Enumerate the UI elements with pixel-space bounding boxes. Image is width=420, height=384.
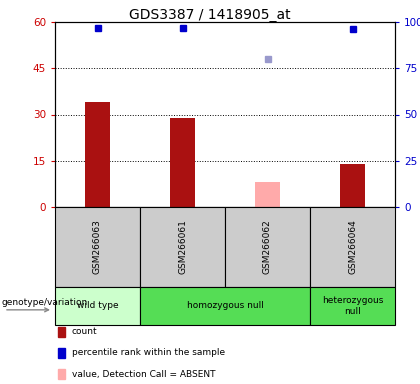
Text: GSM266062: GSM266062 <box>263 220 272 275</box>
Text: wild type: wild type <box>77 301 118 311</box>
Bar <box>170 118 195 207</box>
Text: count: count <box>72 327 97 336</box>
Text: percentile rank within the sample: percentile rank within the sample <box>72 348 225 358</box>
Bar <box>255 182 280 207</box>
Text: GSM266061: GSM266061 <box>178 220 187 275</box>
Bar <box>340 164 365 207</box>
Text: value, Detection Call = ABSENT: value, Detection Call = ABSENT <box>72 369 215 379</box>
Text: GDS3387 / 1418905_at: GDS3387 / 1418905_at <box>129 8 291 22</box>
Text: homozygous null: homozygous null <box>186 301 263 311</box>
Text: GSM266063: GSM266063 <box>93 220 102 275</box>
Text: GSM266064: GSM266064 <box>348 220 357 275</box>
Text: genotype/variation: genotype/variation <box>2 298 88 307</box>
Text: heterozygous
null: heterozygous null <box>322 296 383 316</box>
Bar <box>85 102 110 207</box>
